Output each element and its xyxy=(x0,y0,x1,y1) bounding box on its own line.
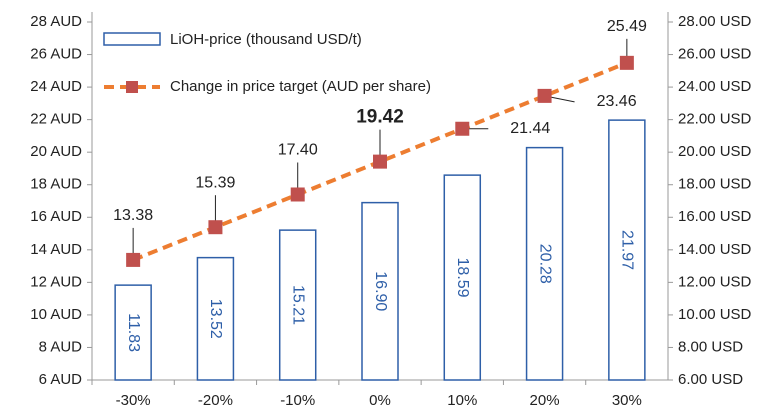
y-tick-label: 28 AUD xyxy=(30,13,82,30)
line-marker xyxy=(290,187,305,202)
line-marker xyxy=(126,252,141,267)
x-tick-label: -10% xyxy=(280,392,315,409)
bar xyxy=(443,174,482,381)
bar xyxy=(114,284,152,381)
bar xyxy=(278,229,317,381)
x-tick-label: 10% xyxy=(447,392,477,409)
bar-value-label: 15.21 xyxy=(289,285,306,325)
y2-tick-label: 14.00 USD xyxy=(678,241,752,258)
x-tick-label: -20% xyxy=(198,392,233,409)
line-marker xyxy=(373,154,387,169)
bar-value-label: 20.28 xyxy=(536,244,553,284)
x-tick-label: 0% xyxy=(369,392,391,409)
y-tick-label: 12 AUD xyxy=(30,273,82,290)
legend-label: LiOH-price (thousand USD/t) xyxy=(170,31,362,48)
bar xyxy=(361,201,399,381)
line-value-label: 15.39 xyxy=(195,174,235,191)
bar-value-label: 18.59 xyxy=(454,258,471,298)
y2-tick-label: 16.00 USD xyxy=(678,208,752,225)
line-marker xyxy=(619,55,634,70)
bar-value-label: 13.52 xyxy=(207,299,224,339)
bar xyxy=(525,146,564,381)
legend-bar-swatch xyxy=(103,32,161,46)
y-tick-label: 20 AUD xyxy=(30,143,82,160)
y2-tick-label: 28.00 USD xyxy=(678,13,752,30)
x-tick-label: 20% xyxy=(530,392,560,409)
bar-value-label: 21.97 xyxy=(619,230,636,270)
y-tick-label: 18 AUD xyxy=(30,176,82,193)
bar xyxy=(608,119,646,381)
y2-tick-label: 20.00 USD xyxy=(678,143,752,160)
line-marker xyxy=(537,88,552,103)
bar-value-label: 16.90 xyxy=(372,271,389,311)
line-value-label: 21.44 xyxy=(510,120,550,137)
line-value-label: 25.49 xyxy=(607,18,647,35)
bar xyxy=(196,256,235,381)
y2-tick-label: 6.00 USD xyxy=(678,371,743,388)
line-value-label: 13.38 xyxy=(113,207,153,224)
y2-tick-label: 26.00 USD xyxy=(678,46,752,63)
x-tick-label: -30% xyxy=(116,392,151,409)
line-value-label: 23.46 xyxy=(597,93,637,110)
y2-tick-label: 10.00 USD xyxy=(678,306,752,323)
line-marker xyxy=(208,220,223,235)
y-tick-label: 8 AUD xyxy=(39,338,83,355)
y-tick-label: 6 AUD xyxy=(39,371,83,388)
y2-tick-label: 24.00 USD xyxy=(678,78,752,95)
y-tick-label: 24 AUD xyxy=(30,78,82,95)
y2-tick-label: 8.00 USD xyxy=(678,338,743,355)
y-tick-label: 22 AUD xyxy=(30,111,82,128)
y2-tick-label: 12.00 USD xyxy=(678,273,752,290)
y-tick-label: 26 AUD xyxy=(30,46,82,63)
legend-label: Change in price target (AUD per share) xyxy=(170,78,431,95)
y-tick-label: 16 AUD xyxy=(30,208,82,225)
x-tick-label: 30% xyxy=(612,392,642,409)
line-value-label: 17.40 xyxy=(278,142,318,159)
line-value-label: 19.42 xyxy=(356,107,404,128)
line-marker xyxy=(455,121,470,136)
y2-tick-label: 18.00 USD xyxy=(678,176,752,193)
y-tick-label: 10 AUD xyxy=(30,306,82,323)
y-tick-label: 14 AUD xyxy=(30,241,82,258)
y2-tick-label: 22.00 USD xyxy=(678,111,752,128)
bar-value-label: 11.83 xyxy=(125,313,142,352)
legend-marker xyxy=(126,81,138,93)
